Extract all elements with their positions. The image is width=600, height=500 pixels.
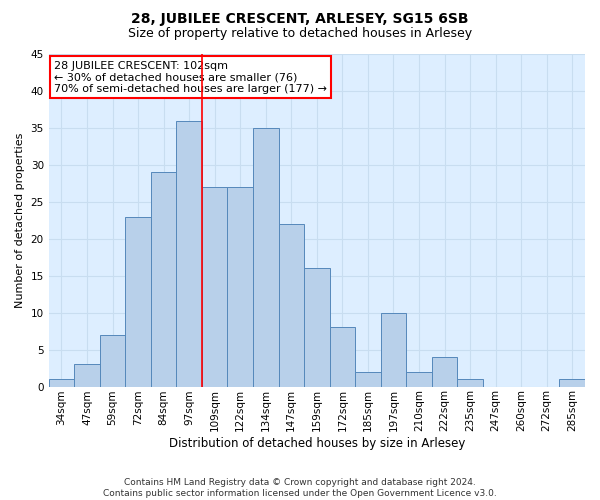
Bar: [253, 128, 278, 386]
Text: Contains HM Land Registry data © Crown copyright and database right 2024.
Contai: Contains HM Land Registry data © Crown c…: [103, 478, 497, 498]
Bar: [406, 372, 432, 386]
Bar: [432, 357, 457, 386]
Bar: [100, 335, 125, 386]
Bar: [329, 328, 355, 386]
X-axis label: Distribution of detached houses by size in Arlesey: Distribution of detached houses by size …: [169, 437, 465, 450]
Text: 28 JUBILEE CRESCENT: 102sqm
← 30% of detached houses are smaller (76)
70% of sem: 28 JUBILEE CRESCENT: 102sqm ← 30% of det…: [54, 60, 327, 94]
Bar: [457, 379, 483, 386]
Bar: [49, 379, 74, 386]
Bar: [278, 224, 304, 386]
Bar: [355, 372, 380, 386]
Bar: [380, 312, 406, 386]
Y-axis label: Number of detached properties: Number of detached properties: [15, 132, 25, 308]
Text: Size of property relative to detached houses in Arlesey: Size of property relative to detached ho…: [128, 28, 472, 40]
Bar: [176, 120, 202, 386]
Bar: [74, 364, 100, 386]
Bar: [304, 268, 329, 386]
Bar: [202, 187, 227, 386]
Bar: [227, 187, 253, 386]
Bar: [125, 216, 151, 386]
Text: 28, JUBILEE CRESCENT, ARLESEY, SG15 6SB: 28, JUBILEE CRESCENT, ARLESEY, SG15 6SB: [131, 12, 469, 26]
Bar: [559, 379, 585, 386]
Bar: [151, 172, 176, 386]
